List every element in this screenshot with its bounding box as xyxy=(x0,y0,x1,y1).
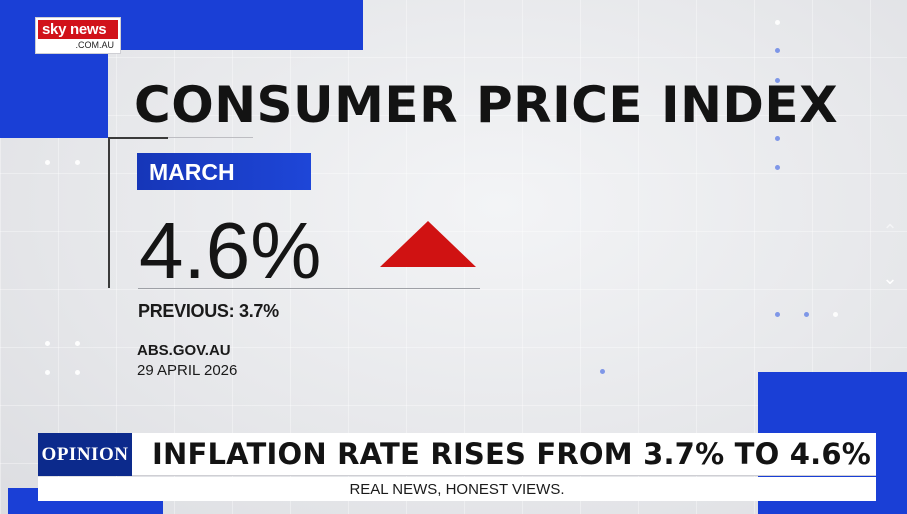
decor-dot xyxy=(775,312,780,317)
cpi-value: 4.6% xyxy=(139,206,322,295)
decor-dot xyxy=(45,341,50,346)
decor-dot xyxy=(45,370,50,375)
graphic-title: CONSUMER PRICE INDEX xyxy=(134,76,839,134)
decor-dot xyxy=(75,160,80,165)
decor-block-left xyxy=(0,50,108,138)
frame-line xyxy=(168,137,253,138)
logo-brand-text: sky news xyxy=(42,21,107,38)
logo-red-band: sky news xyxy=(38,20,118,39)
trend-up-arrow-icon xyxy=(380,221,476,267)
chevron-up-icon[interactable]: ⌃ xyxy=(882,221,898,242)
source-label: ABS.GOV.AU xyxy=(137,342,231,359)
decor-dot xyxy=(600,369,605,374)
decor-dot xyxy=(775,48,780,53)
decor-dot xyxy=(775,136,780,141)
decor-dot xyxy=(75,341,80,346)
divider xyxy=(138,288,480,289)
decor-dot xyxy=(833,312,838,317)
tagline-bar: REAL NEWS, HONEST VIEWS. xyxy=(38,477,876,501)
decor-dot xyxy=(775,78,780,83)
decor-dot xyxy=(75,370,80,375)
release-date: 29 APRIL 2026 xyxy=(137,362,238,379)
frame-line xyxy=(108,138,110,288)
decor-dot xyxy=(804,312,809,317)
logo-domain-text: .COM.AU xyxy=(75,40,114,50)
headline-text: INFLATION RATE RISES FROM 3.7% TO 4.6% xyxy=(152,437,871,471)
month-badge: MARCH xyxy=(137,153,311,190)
tagline-text: REAL NEWS, HONEST VIEWS. xyxy=(349,481,565,498)
previous-value: PREVIOUS: 3.7% xyxy=(138,301,279,321)
decor-dot xyxy=(45,160,50,165)
decor-dot xyxy=(775,165,780,170)
sky-news-logo: sky news .COM.AU xyxy=(35,17,121,54)
headline-bar: INFLATION RATE RISES FROM 3.7% TO 4.6% xyxy=(132,433,876,476)
chevron-down-icon[interactable]: ⌄ xyxy=(882,268,898,289)
opinion-badge: OPINION xyxy=(38,433,132,476)
decor-dot xyxy=(775,20,780,25)
frame-line xyxy=(108,137,168,139)
